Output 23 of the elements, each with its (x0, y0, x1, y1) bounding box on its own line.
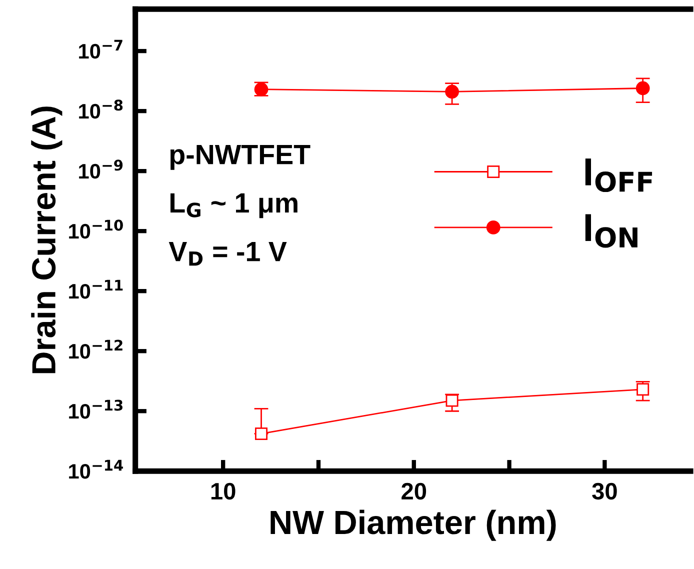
y-tick-label: 10$^{−14}$ (69, 460, 123, 479)
legend-label: I$_{OFF}$ (585, 158, 652, 192)
annotation: L$_{G}$ ~ 1 μm (170, 193, 298, 218)
y-tick-label: 10$^{−13}$ (69, 400, 122, 419)
x-tick-label: 10 (211, 482, 236, 500)
x-tick-label: 20 (402, 482, 426, 500)
annotation: p-NWTFET (170, 145, 310, 170)
point (445, 84, 459, 99)
y-tick-label: 10$^{−7}$ (79, 40, 122, 59)
y-tick-label: 10$^{−9}$ (79, 160, 123, 179)
point (255, 427, 268, 440)
point (636, 81, 650, 96)
x-tick-label: 30 (592, 482, 617, 500)
x-axis-title: NW Diameter (nm) (270, 510, 556, 541)
point (636, 383, 650, 396)
annotation: V$_{D}$ = -1 V (168, 242, 287, 266)
y-tick-label: 10$^{−12}$ (69, 340, 122, 359)
point (446, 394, 458, 407)
y-axis-title: Drain Current (A) (31, 106, 62, 374)
y-tick-label: 10$^{−11}$ (69, 280, 123, 299)
y-tick-label: 10$^{−10}$ (69, 220, 123, 239)
legend-label: I$_{ON}$ (585, 214, 638, 248)
y-tick-label: 10$^{−8}$ (79, 100, 123, 119)
